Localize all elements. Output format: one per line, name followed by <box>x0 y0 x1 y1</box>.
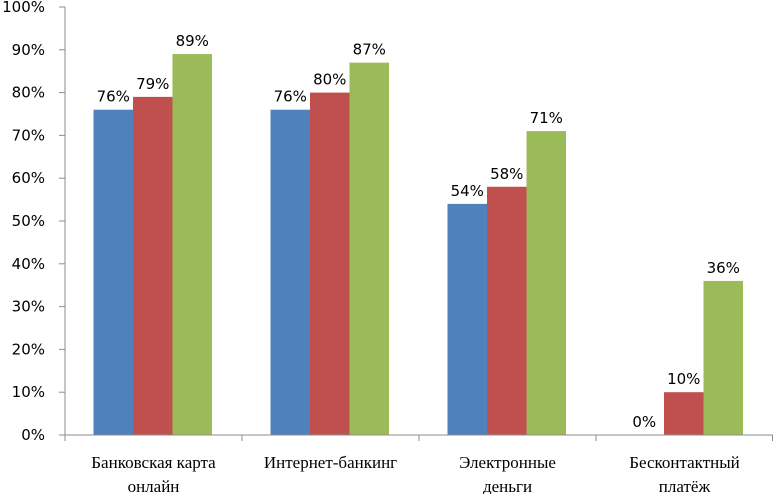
y-tick-label: 60% <box>12 169 45 187</box>
bar <box>487 186 527 435</box>
bar <box>447 203 487 435</box>
bar <box>703 280 743 435</box>
data-label: 58% <box>490 165 523 183</box>
category-label: платёж <box>659 477 711 494</box>
data-label: 76% <box>97 88 130 106</box>
y-tick-label: 90% <box>12 41 45 59</box>
data-labels: 76% 76% 54% 0% 79% 80% 58% 10% 89% 87% 71% 36% <box>97 32 740 431</box>
y-tick-label: 10% <box>12 383 45 401</box>
data-label: 80% <box>313 71 346 89</box>
data-label: 87% <box>353 41 386 59</box>
data-label: 79% <box>136 75 169 93</box>
bar <box>93 109 133 435</box>
category-label: Интернет-банкинг <box>264 453 397 472</box>
data-label: 76% <box>274 88 307 106</box>
y-tick-label: 20% <box>12 340 45 358</box>
category-label: Банковская карта <box>91 453 216 472</box>
bar <box>526 131 566 435</box>
y-tick-label: 30% <box>12 298 45 316</box>
data-label: 0% <box>632 413 656 431</box>
category-label: онлайн <box>128 477 180 494</box>
category-label: деньги <box>483 477 532 494</box>
data-label: 54% <box>451 182 484 200</box>
category-labels: Банковская карта онлайн Интернет-банкинг Эл… <box>91 453 739 494</box>
y-axis-ticks: 0% 10% 20% 30% 40% 50% 60% 70% 80% 90% 100% <box>2 0 65 444</box>
data-label: 89% <box>176 32 209 50</box>
bar <box>270 109 310 435</box>
y-tick-label: 0% <box>21 426 45 444</box>
bar <box>664 392 704 435</box>
y-tick-label: 70% <box>12 126 45 144</box>
y-tick-label: 80% <box>12 84 45 102</box>
bar <box>172 54 212 436</box>
category-label: Электронные <box>459 453 556 472</box>
y-tick-label: 40% <box>12 255 45 273</box>
category-label: Бесконтактный <box>629 453 740 472</box>
data-label: 10% <box>667 370 700 388</box>
bar <box>310 92 350 435</box>
bars <box>93 54 743 436</box>
y-tick-label: 100% <box>2 0 45 16</box>
bar <box>349 62 389 435</box>
data-label: 71% <box>530 109 563 127</box>
y-tick-label: 50% <box>12 212 45 230</box>
bar <box>133 96 173 435</box>
data-label: 36% <box>707 259 740 277</box>
